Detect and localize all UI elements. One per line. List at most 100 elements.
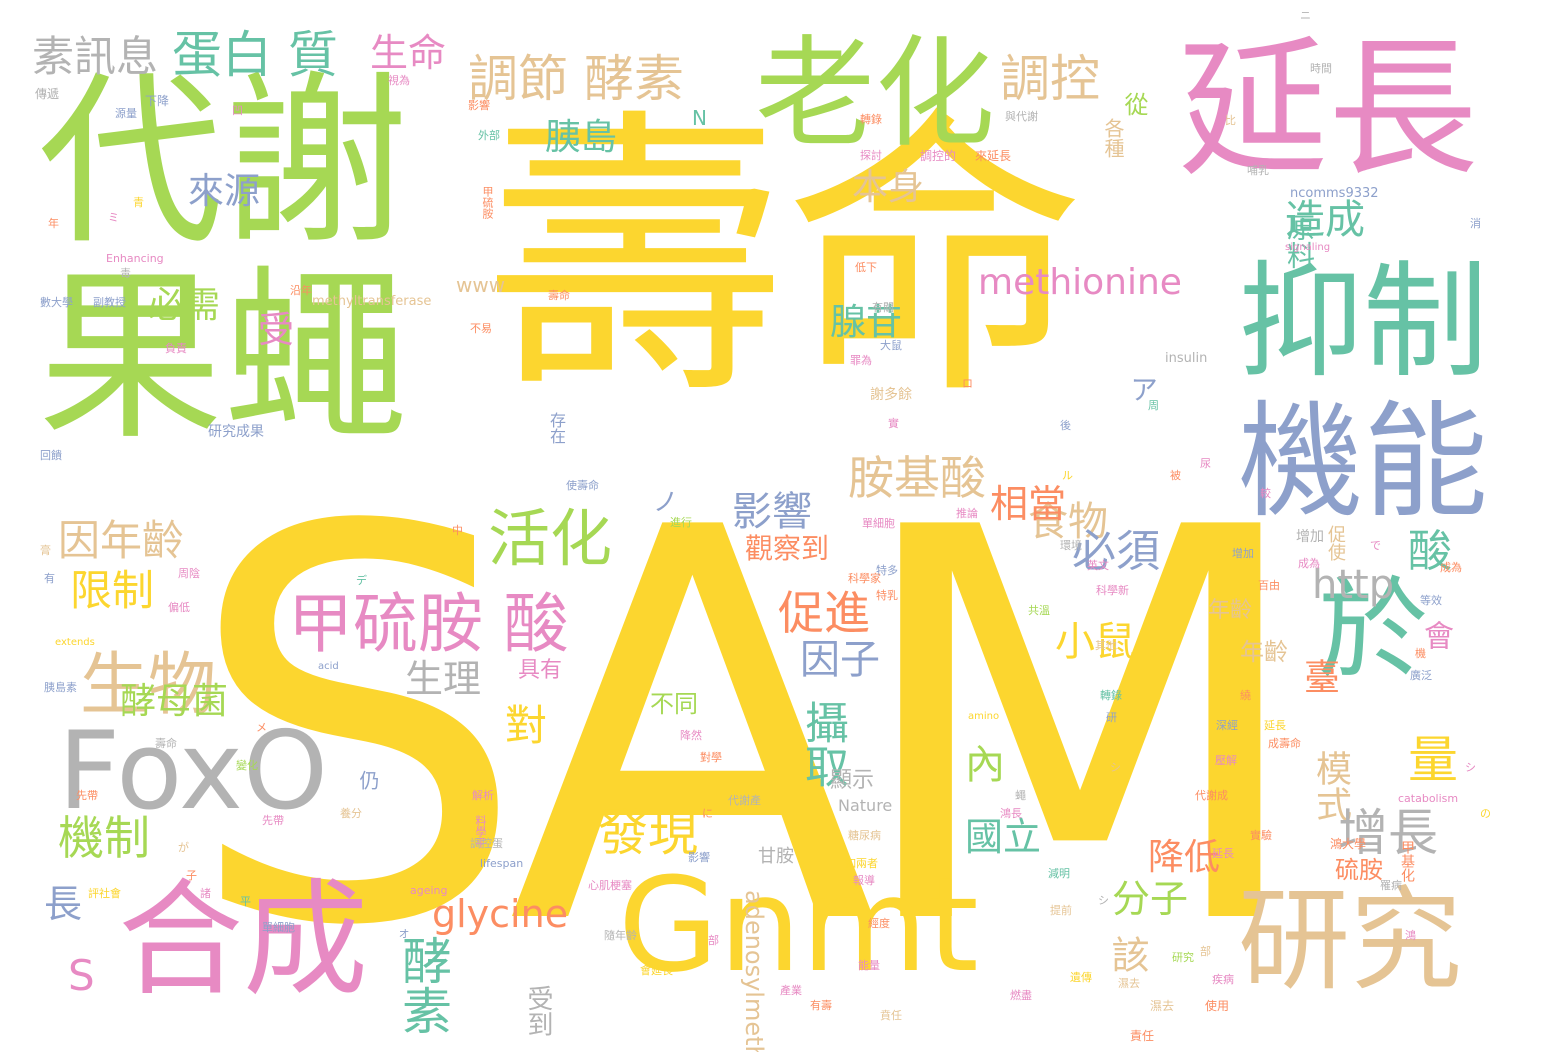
word-72: 從 — [1120, 92, 1148, 116]
word-188: 成壽命 — [1268, 737, 1301, 750]
word-29: 受 — [258, 310, 295, 351]
word-19: 生命 — [370, 31, 447, 75]
word-130: 使壽命 — [566, 479, 599, 492]
word-149: 科學新 — [1096, 584, 1129, 597]
word-41: 因子 — [800, 637, 880, 683]
word-78: ア — [1126, 375, 1159, 403]
word-129: 回饋 — [40, 449, 62, 462]
word-4: 果蠅 — [38, 249, 408, 465]
word-96: 謝多餘 — [870, 387, 912, 403]
word-152: 機 — [1415, 647, 1426, 660]
word-155: メ — [256, 721, 267, 734]
word-224: シ — [1110, 761, 1121, 774]
word-43: 生理 — [405, 657, 482, 701]
word-97: 甲基化 — [1399, 840, 1415, 882]
word-48: 模式 — [1310, 750, 1351, 822]
word-175: 如兩者 — [845, 857, 878, 870]
word-87: 促使 — [1325, 525, 1346, 561]
word-51: 發現 — [598, 804, 698, 862]
word-71: Nature — [838, 796, 893, 815]
word-80: N — [692, 106, 707, 130]
word-132: 中 — [452, 524, 463, 537]
word-162: が — [178, 841, 189, 854]
word-144: 偏低 — [168, 601, 190, 614]
word-35: 必須 — [1072, 526, 1160, 577]
word-191: シ — [1465, 761, 1476, 774]
word-123: 周 — [1148, 399, 1159, 412]
word-142: 有 — [44, 572, 55, 585]
word-111: 轉錄 — [860, 113, 882, 126]
word-66: 年齡 — [1240, 638, 1288, 666]
word-218: 壓解 — [1215, 754, 1237, 767]
word-116: 壽命 — [548, 289, 570, 302]
word-56: 酵素 — [394, 935, 452, 1035]
word-60: 長 — [44, 882, 83, 926]
word-94: amino — [968, 711, 1000, 722]
word-3: 代謝 — [38, 54, 408, 270]
word-166: 平 — [240, 895, 251, 908]
word-45: 攝取 — [797, 700, 848, 788]
word-15: 生物 — [80, 646, 217, 725]
word-172: に — [702, 807, 713, 820]
word-64: 臺 — [1298, 658, 1339, 694]
word-34: 相當 — [990, 482, 1067, 526]
word-69: 具有 — [518, 658, 563, 683]
word-225: 罹病 — [1380, 879, 1402, 892]
word-17: 蛋白 質 — [172, 26, 338, 84]
word-169: 心肌梗塞 — [588, 879, 632, 892]
word-141: 增加 — [1232, 547, 1254, 560]
word-21: 調控 — [1000, 50, 1100, 108]
word-83: 年齡 — [1208, 598, 1253, 623]
word-113: 副教授 — [93, 296, 126, 309]
word-85: 研究成果 — [208, 424, 264, 440]
word-39: http — [1312, 562, 1395, 608]
word-44: 酵母菌 — [120, 681, 229, 722]
word-55: glycine — [432, 892, 569, 936]
word-148: 科學家 — [848, 572, 881, 585]
word-52: 國立 — [965, 815, 1042, 859]
word-192: の — [1480, 807, 1491, 820]
word-189: 深經 — [1216, 719, 1238, 732]
word-58: 該 — [1105, 935, 1149, 973]
word-164: 評社會 — [88, 887, 121, 900]
word-18: 素訊息 — [32, 32, 159, 81]
word-215: 濕去 — [1118, 977, 1140, 990]
word-205: ニ — [1300, 9, 1311, 22]
word-13: FoxO — [58, 709, 328, 834]
word-134: 推論 — [956, 507, 978, 520]
word-47: 量 — [1408, 731, 1458, 789]
word-170: 隨年齡 — [604, 929, 637, 942]
word-222: 蠅 — [1015, 789, 1026, 802]
word-91: Enhancing — [106, 252, 164, 265]
word-25: 造成 — [1285, 197, 1365, 243]
word-61: adenosylmethionine — [740, 890, 768, 1052]
word-57: 分子 — [1112, 877, 1189, 921]
word-211: 產業 — [780, 984, 802, 997]
word-5: 延長 — [1178, 23, 1479, 197]
word-223: 鴻長 — [1000, 807, 1022, 820]
word-27: methionine — [978, 262, 1182, 303]
word-199: 源量 — [115, 107, 137, 120]
word-200: 凹 — [232, 104, 243, 117]
word-207: 膏 — [40, 544, 51, 557]
word-46: 對 — [505, 701, 548, 750]
word-8: 機能 — [1238, 390, 1488, 535]
word-203: 外部 — [478, 129, 500, 142]
word-20: 調節 酵素 — [468, 50, 684, 108]
word-104: 來延長 — [975, 149, 1012, 163]
word-185: 實驗 — [1250, 829, 1272, 842]
word-14: 甲硫胺 酸 — [288, 587, 569, 662]
word-38: 促進 — [778, 586, 870, 640]
word-154: 胰島素 — [44, 681, 77, 694]
word-28: 必需 — [148, 285, 221, 326]
word-227: 鴻 — [1405, 929, 1416, 942]
word-186: 延長 — [1212, 847, 1234, 860]
word-217: 對學 — [700, 751, 722, 764]
word-196: 青 — [133, 196, 144, 209]
word-197: ミ — [108, 211, 119, 224]
word-165: 諸 — [200, 887, 211, 900]
word-160: 料學平 — [474, 815, 487, 848]
word-212: 有壽 — [810, 999, 832, 1012]
word-88: catabolism — [1398, 792, 1459, 805]
word-90: ageing — [410, 884, 448, 897]
